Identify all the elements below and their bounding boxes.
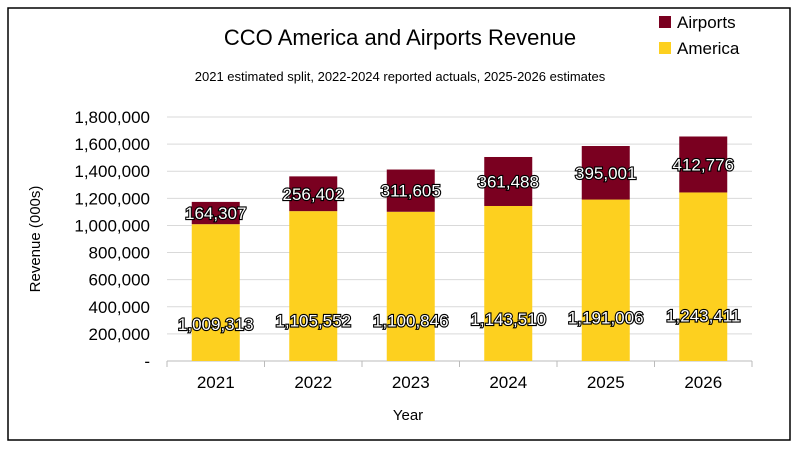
y-axis-ticks: - 200,000 400,000 600,000 800,000 1,000,000 1,… <box>74 108 150 371</box>
bar-america <box>581 199 630 361</box>
data-label-america: 1,143,510 <box>470 310 546 329</box>
data-label-america: 1,191,006 <box>568 308 644 327</box>
bar-airports <box>191 201 240 225</box>
bar-america <box>191 224 240 361</box>
x-axis-ticks: 2021 2022 2023 2024 2025 2026 <box>166 361 753 392</box>
chart-subtitle: 2021 estimated split, 2022-2024 reported… <box>195 69 606 84</box>
y-tick-label: 1,000,000 <box>74 216 150 235</box>
data-label-airports: 164,307 <box>185 204 246 223</box>
x-tick-label: 2025 <box>587 373 625 392</box>
data-label-america: 1,100,846 <box>373 312 449 331</box>
x-tick-label: 2024 <box>489 373 527 392</box>
y-tick-label: 1,800,000 <box>74 108 150 127</box>
data-label-airports: 361,488 <box>478 172 539 191</box>
y-tick-label: 600,000 <box>89 271 150 290</box>
data-label-america: 1,243,411 <box>666 306 740 325</box>
data-label-america: 1,105,552 <box>275 312 351 331</box>
data-label-airports: 412,776 <box>673 155 734 174</box>
bar-airports <box>581 146 630 200</box>
bar-america <box>484 205 533 361</box>
bar-america <box>289 211 338 361</box>
data-label-airports: 395,001 <box>575 164 636 183</box>
data-label-airports: 256,402 <box>283 185 344 204</box>
legend-label: Airports <box>677 13 736 32</box>
y-tick-label: - <box>144 352 150 371</box>
legend-swatch <box>659 16 671 28</box>
legend-swatch <box>659 42 671 54</box>
y-tick-label: 1,600,000 <box>74 135 150 154</box>
chart-title: CCO America and Airports Revenue <box>224 25 576 50</box>
bar-airports <box>289 176 338 212</box>
x-tick-label: 2023 <box>392 373 430 392</box>
y-axis-label: Revenue (000s) <box>27 186 44 293</box>
y-tick-label: 1,200,000 <box>74 189 150 208</box>
bar-airports <box>679 136 728 193</box>
x-tick-label: 2021 <box>197 373 235 392</box>
y-tick-label: 400,000 <box>89 298 150 317</box>
x-tick-label: 2026 <box>684 373 722 392</box>
y-tick-label: 200,000 <box>89 325 150 344</box>
legend: Airports America <box>659 13 740 58</box>
x-tick-label: 2022 <box>294 373 332 392</box>
data-label-airports: 311,605 <box>381 182 441 201</box>
bar-america <box>679 192 728 361</box>
legend-label: America <box>677 39 740 58</box>
x-axis-label: Year <box>393 407 423 424</box>
y-tick-label: 1,400,000 <box>74 162 150 181</box>
y-tick-label: 800,000 <box>89 244 150 263</box>
bars: 1,009,313 164,307 1,105,552 256,402 1,100,84… <box>177 136 742 361</box>
bar-airports <box>484 156 533 206</box>
bar-airports <box>386 169 435 212</box>
bar-america <box>386 211 435 361</box>
data-label-america: 1,009,313 <box>178 315 254 334</box>
